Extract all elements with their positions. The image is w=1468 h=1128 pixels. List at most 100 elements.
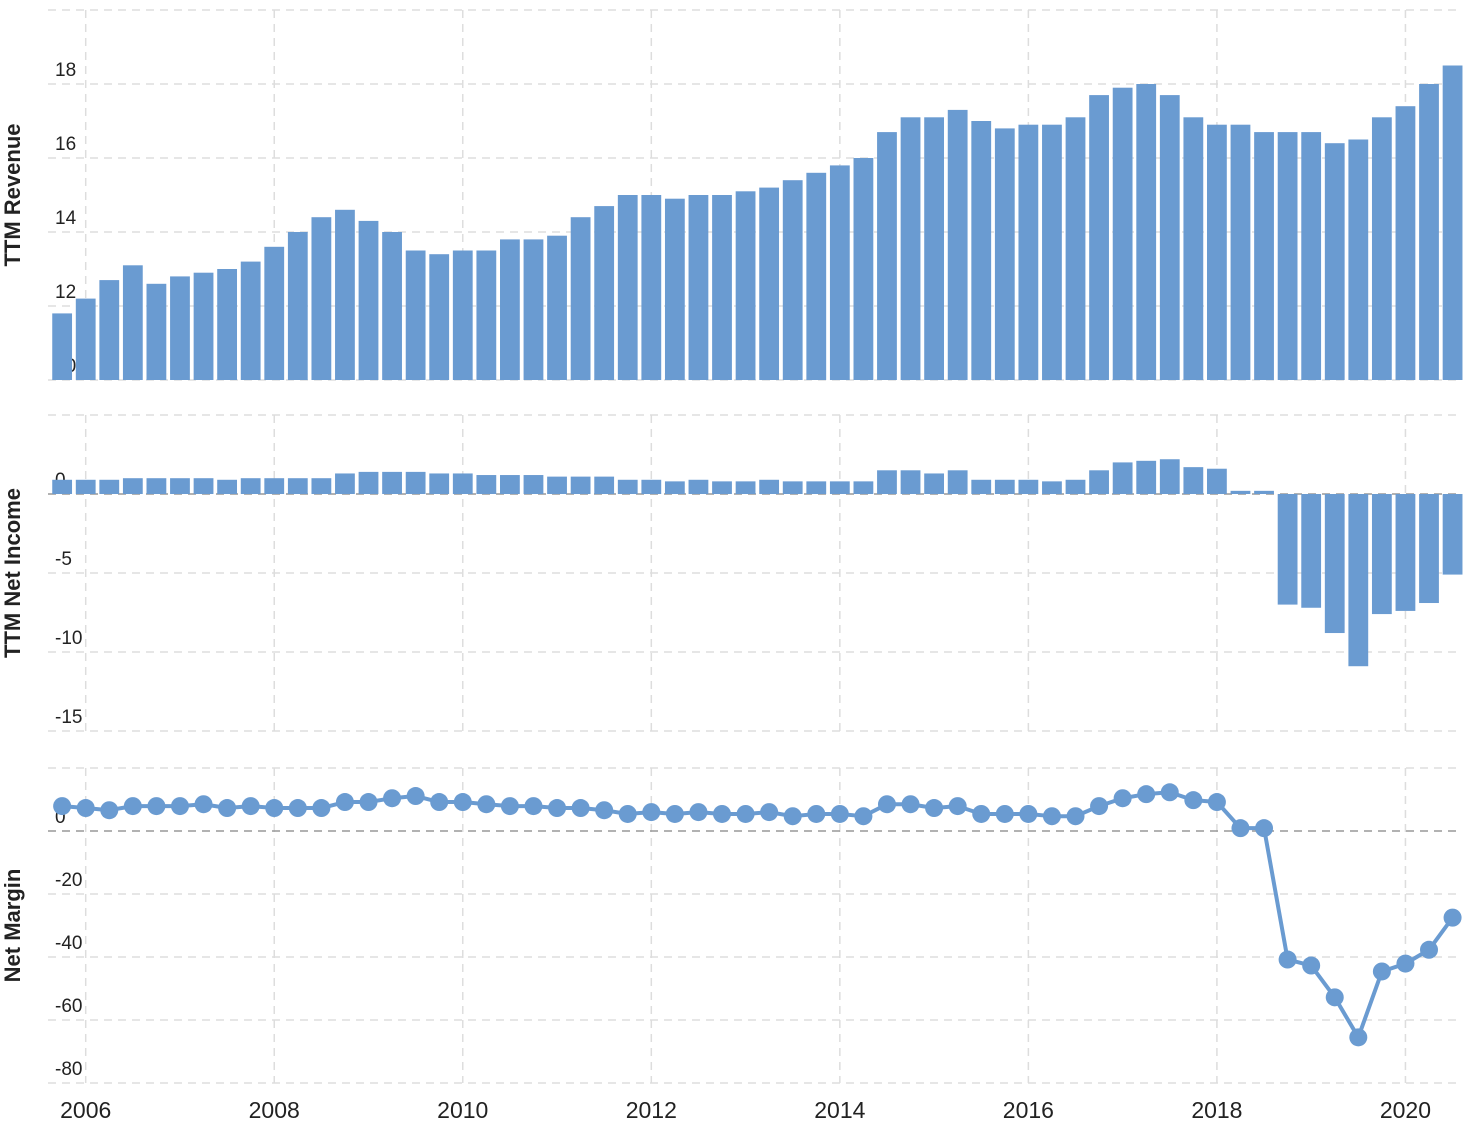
bar bbox=[405, 250, 426, 380]
bar bbox=[335, 473, 355, 494]
bar bbox=[75, 298, 96, 380]
bar bbox=[52, 479, 73, 494]
y-tick-label: 0 bbox=[55, 807, 66, 828]
point bbox=[877, 795, 896, 814]
bar bbox=[1395, 494, 1416, 611]
point bbox=[1443, 908, 1462, 927]
point bbox=[571, 799, 590, 818]
y-tick-label: -15 bbox=[55, 707, 82, 728]
point bbox=[430, 793, 449, 812]
bar bbox=[1230, 124, 1251, 380]
x-tick-label: 2008 bbox=[249, 1097, 300, 1123]
bar bbox=[500, 475, 520, 494]
bar bbox=[382, 232, 402, 380]
bar bbox=[1159, 95, 1180, 380]
bar bbox=[1324, 494, 1345, 634]
point bbox=[830, 804, 849, 823]
point bbox=[1137, 785, 1156, 804]
bar bbox=[170, 276, 190, 380]
point bbox=[618, 804, 637, 823]
point bbox=[1042, 807, 1061, 826]
point bbox=[760, 803, 779, 822]
point bbox=[1396, 954, 1415, 973]
bar bbox=[1419, 84, 1439, 380]
bar bbox=[1230, 490, 1251, 494]
point bbox=[972, 804, 991, 823]
y-axis-label: TTM Net Income bbox=[0, 488, 25, 658]
bar bbox=[75, 479, 96, 494]
bar bbox=[405, 471, 426, 494]
bar bbox=[1065, 117, 1086, 381]
bar bbox=[146, 478, 167, 494]
x-tick-label: 2010 bbox=[437, 1097, 488, 1123]
bar bbox=[476, 250, 497, 380]
bar bbox=[924, 117, 945, 381]
bar bbox=[1089, 95, 1109, 380]
bar bbox=[1419, 494, 1439, 604]
bar bbox=[1371, 494, 1392, 615]
bar bbox=[994, 128, 1015, 380]
bar bbox=[1042, 481, 1062, 494]
point bbox=[665, 804, 684, 823]
y-tick-label: 14 bbox=[55, 208, 77, 229]
bar bbox=[853, 158, 874, 380]
y-tick-label: -20 bbox=[55, 870, 82, 891]
bar bbox=[617, 195, 638, 380]
bar bbox=[1018, 479, 1039, 494]
point bbox=[548, 799, 567, 818]
bar bbox=[193, 478, 214, 494]
point bbox=[1349, 1028, 1368, 1047]
x-tick-label: 2018 bbox=[1191, 1097, 1242, 1123]
bar bbox=[877, 470, 897, 494]
point bbox=[925, 799, 944, 818]
bar bbox=[688, 195, 709, 380]
x-tick-label: 2012 bbox=[626, 1097, 677, 1123]
bar bbox=[994, 479, 1015, 494]
point bbox=[1278, 950, 1297, 969]
bar bbox=[806, 481, 827, 494]
point bbox=[76, 799, 95, 818]
bar bbox=[1112, 462, 1133, 494]
bar bbox=[1254, 132, 1274, 380]
bar bbox=[853, 481, 874, 494]
point bbox=[453, 793, 472, 812]
bar bbox=[429, 254, 450, 380]
bar bbox=[170, 478, 190, 494]
y-tick-label: -80 bbox=[55, 1059, 82, 1080]
bar bbox=[641, 479, 662, 494]
point bbox=[100, 801, 119, 820]
bar bbox=[1183, 117, 1204, 381]
bar bbox=[877, 132, 897, 380]
y-tick-label: 12 bbox=[55, 282, 76, 303]
point bbox=[147, 797, 166, 816]
point bbox=[1302, 956, 1321, 975]
point bbox=[194, 795, 213, 814]
point bbox=[218, 799, 237, 818]
y-axis-label: Net Margin bbox=[0, 869, 25, 983]
y-tick-label: -40 bbox=[55, 933, 82, 954]
bar bbox=[782, 180, 803, 380]
bar bbox=[193, 272, 214, 380]
bar bbox=[1371, 117, 1392, 381]
y-tick-label: -60 bbox=[55, 996, 82, 1017]
point bbox=[1231, 819, 1250, 838]
point bbox=[901, 795, 920, 814]
bar bbox=[712, 481, 732, 494]
bar bbox=[641, 195, 662, 380]
x-tick-label: 2020 bbox=[1380, 1097, 1431, 1123]
bar bbox=[829, 481, 850, 494]
bar bbox=[122, 478, 143, 494]
point bbox=[500, 797, 519, 816]
bar bbox=[1348, 494, 1369, 667]
bar bbox=[1254, 490, 1274, 494]
bar bbox=[547, 476, 567, 494]
bar bbox=[759, 479, 780, 494]
point bbox=[713, 804, 732, 823]
bar bbox=[217, 479, 238, 494]
bar bbox=[617, 479, 638, 494]
bar bbox=[971, 479, 992, 494]
point bbox=[123, 797, 142, 816]
point bbox=[1066, 807, 1085, 826]
bar bbox=[382, 471, 402, 494]
